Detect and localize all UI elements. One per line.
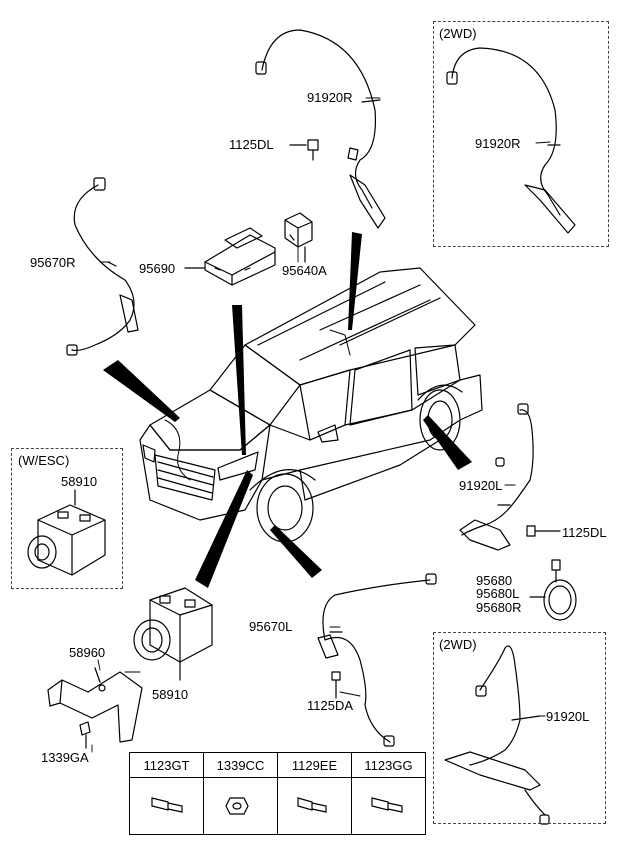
label-95690: 95690 (139, 261, 176, 276)
fastener-table: 1123GT 1339CC 1129EE 1123GG (129, 752, 426, 835)
label-91920R-2wd: 91920R (475, 136, 521, 151)
label-91920R-top: 91920R (307, 90, 353, 105)
leader-lines (91, 97, 551, 753)
box-2wd-top (433, 21, 609, 247)
label-95670R: 95670R (30, 255, 76, 270)
wheel-sensor-91920L (459, 403, 534, 551)
fastener-cell-2 (203, 777, 278, 835)
label-91920L-2wd: 91920L (546, 709, 590, 724)
fastener-header-2: 1339CC (203, 752, 278, 778)
fastener-cell-4 (351, 777, 426, 835)
bracket-95640A (284, 212, 313, 263)
wheel-sensor-91920R-top (255, 29, 386, 229)
fastener-cell-3 (277, 777, 352, 835)
wheel-sensor-91920R-2wd (446, 47, 576, 234)
speed-sensor-95670R (66, 177, 139, 356)
label-1125DL-top: 1125DL (229, 137, 274, 152)
tone-ring-95680 (529, 559, 577, 621)
label-95680L: 95680L (476, 586, 520, 601)
hecu-58910-esc (27, 489, 106, 576)
label-95680R: 95680R (476, 600, 522, 615)
label-95640A: 95640A (282, 263, 327, 278)
label-95670L: 95670L (249, 619, 293, 634)
box-2wd-top-title: (2WD) (439, 26, 477, 41)
hecu-58910 (133, 587, 213, 681)
bolt-1125DA (331, 671, 341, 699)
bracket-58960 (47, 667, 143, 749)
label-1125DA: 1125DA (307, 698, 354, 713)
label-95680: 95680 (476, 573, 513, 588)
fastener-header-1: 1123GT (129, 752, 204, 778)
bolt-1125DL-right (526, 525, 561, 537)
fastener-cell-1 (129, 777, 204, 835)
fastener-header-4: 1123GG (351, 752, 426, 778)
leader-wedges (103, 232, 472, 588)
label-58960: 58960 (69, 645, 106, 660)
label-58910-esc: 58910 (61, 474, 98, 489)
wheel-sensor-91920L-2wd (444, 645, 550, 825)
bolt-1125DL-top (289, 139, 319, 161)
fastener-header-3: 1129EE (277, 752, 352, 778)
module-95690 (184, 227, 276, 286)
box-2wd-bottom (433, 632, 606, 824)
vehicle-illustration (139, 267, 483, 543)
label-1125DL-right: 1125DL (562, 525, 607, 540)
box-2wd-bottom-title: (2WD) (439, 637, 477, 652)
box-esc-title: (W/ESC) (18, 453, 70, 468)
speed-sensor-95670L (317, 573, 437, 747)
label-58910: 58910 (152, 687, 189, 702)
box-esc (11, 448, 123, 589)
label-1339GA: 1339GA (41, 750, 89, 765)
label-91920L: 91920L (459, 478, 503, 493)
